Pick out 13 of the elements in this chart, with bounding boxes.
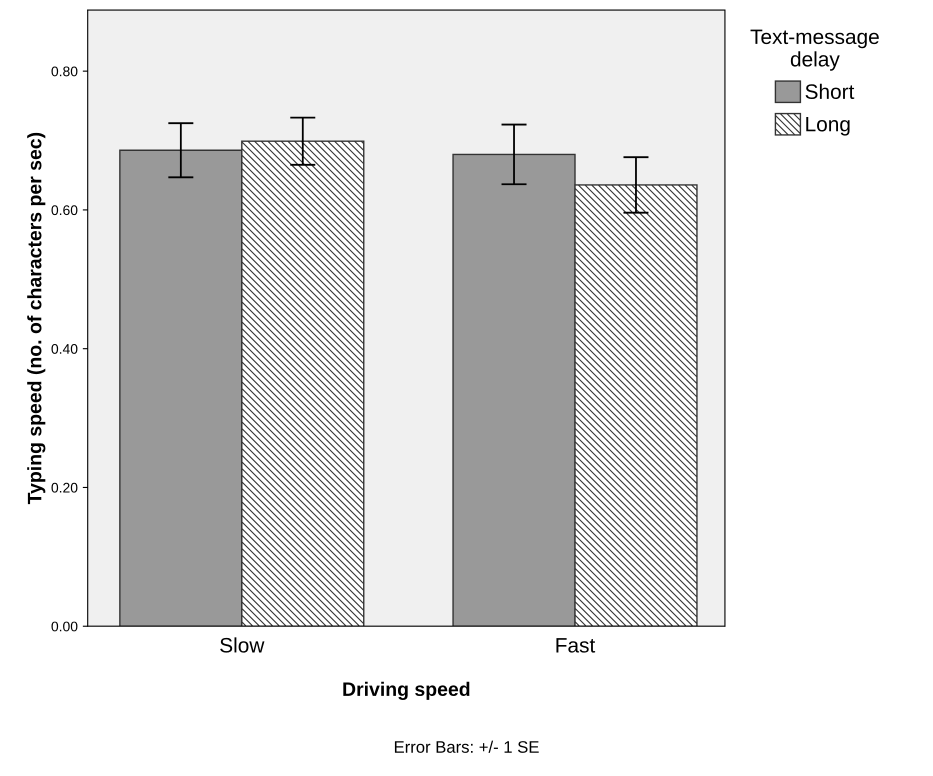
legend-label: Short xyxy=(806,84,854,100)
x-tick-label: Slow xyxy=(220,637,264,653)
legend-title: Text-message delay xyxy=(750,30,879,71)
y-tick-label: 0.00 xyxy=(51,622,78,632)
y-axis-title: Typing speed (no. of characters per sec) xyxy=(27,132,46,504)
x-tick-label: Fast xyxy=(556,638,596,653)
y-tick-label: 0.60 xyxy=(51,205,78,216)
legend-label: Long xyxy=(806,116,850,136)
x-axis-title: Driving speed xyxy=(343,682,470,700)
y-tick-label: 0.80 xyxy=(51,66,78,76)
y-tick-label: 0.20 xyxy=(51,482,78,493)
y-tick-label: 0.40 xyxy=(51,344,78,354)
text: Error Bars: +/- 1 SE xyxy=(394,740,539,753)
